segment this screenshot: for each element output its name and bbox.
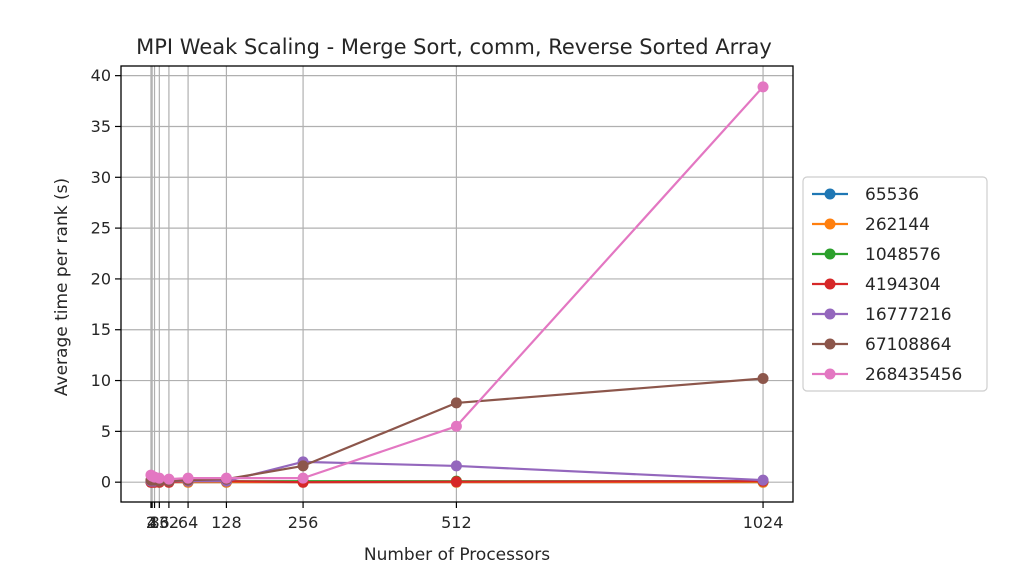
data-point [757,81,769,93]
y-tick-label: 30 [91,168,111,187]
legend-marker [824,188,836,200]
legend-label: 65536 [865,185,919,205]
data-point [757,474,769,486]
legend-marker [824,308,836,320]
legend-item: 67108864 [812,335,952,355]
legend-marker [824,278,836,290]
x-tick-label: 16 [149,513,169,532]
y-axis-label: Average time per rank (s) [52,178,72,396]
legend-label: 262144 [865,215,930,235]
data-point [297,472,309,484]
chart-title: MPI Weak Scaling - Merge Sort, comm, Rev… [136,35,772,59]
x-tick-label: 32 [159,513,179,532]
x-tick-label: 64 [178,513,198,532]
legend-label: 268435456 [865,365,962,385]
legend-item: 16777216 [812,305,952,325]
data-point [163,473,175,485]
data-point [220,472,232,484]
legend-marker [824,218,836,230]
y-tick-label: 35 [91,117,111,136]
legend-label: 4194304 [865,275,941,295]
y-tick-label: 40 [91,66,111,85]
legend-item: 4194304 [812,275,941,295]
y-tick-label: 10 [91,371,111,390]
legend-item: 268435456 [812,365,962,385]
legend-item: 262144 [812,215,930,235]
data-point [153,472,165,484]
legend: 65536 262144 1048576 4194304 16777216 6710886… [802,176,988,392]
data-point [182,472,194,484]
grid [121,66,793,502]
legend-label: 67108864 [865,335,952,355]
data-point [450,476,462,488]
data-point [757,373,769,385]
y-tick-label: 20 [91,269,111,288]
x-axis-label: Number of Processors [364,545,550,565]
legend-item: 1048576 [812,245,941,265]
legend-marker [824,248,836,260]
legend-marker [824,338,836,350]
legend-marker [824,368,836,380]
legend-item: 65536 [812,185,919,205]
series-268435456 [145,81,769,485]
y-tick-label: 5 [101,422,111,441]
y-tick-label: 0 [101,473,111,492]
data-point [450,420,462,432]
y-tick-label: 15 [91,320,111,339]
x-tick-label: 256 [288,513,319,532]
data-point [450,397,462,409]
x-tick-label: 8 [149,513,159,532]
x-tick-label: 4 [147,513,157,532]
series-layer [145,81,769,488]
y-tick-label: 25 [91,219,111,238]
data-point [450,460,462,472]
data-point [297,460,309,472]
y-axis: 0 5 10 15 20 25 30 35 40 [91,66,121,492]
legend-label: 1048576 [865,245,941,265]
x-tick-label: 512 [441,513,472,532]
legend-box [802,176,988,392]
x-tick-label: 128 [211,513,242,532]
x-tick-label: 2 [146,513,156,532]
x-tick-label: 1024 [743,513,784,532]
legend-label: 16777216 [865,305,952,325]
